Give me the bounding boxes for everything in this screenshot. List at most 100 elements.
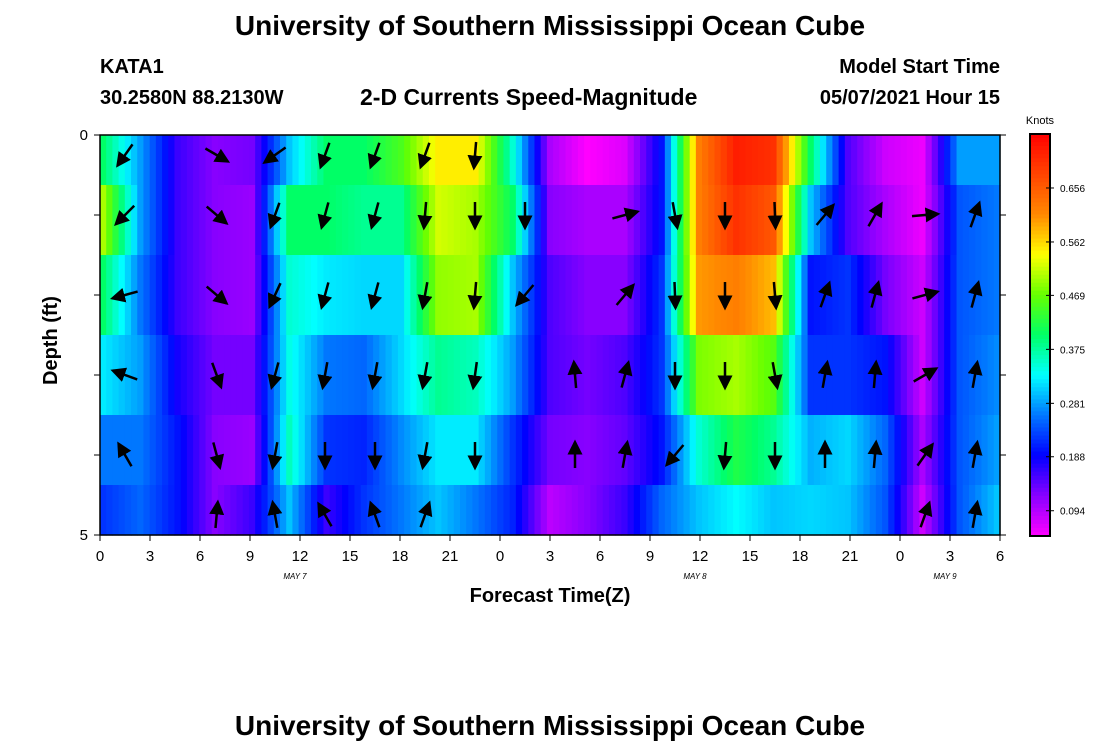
heatmap-cell bbox=[385, 135, 393, 186]
heatmap-cell bbox=[981, 335, 989, 416]
heatmap-cell bbox=[621, 135, 629, 186]
heatmap-cell bbox=[546, 255, 554, 336]
heatmap-cell bbox=[751, 485, 759, 536]
heatmap-cell bbox=[875, 135, 883, 186]
heatmap-cell bbox=[528, 185, 536, 256]
heatmap-cell bbox=[162, 255, 169, 336]
heatmap-cell bbox=[788, 485, 796, 536]
colorbar-swatch bbox=[1030, 427, 1050, 433]
current-vector-arrow bbox=[209, 499, 225, 529]
heatmap-cell bbox=[677, 335, 685, 416]
heatmap-cell bbox=[404, 135, 411, 186]
current-vector-arrow bbox=[612, 207, 641, 223]
heatmap-cell bbox=[248, 415, 256, 486]
current-vector-arrow bbox=[317, 142, 332, 170]
heatmap-cell bbox=[664, 135, 672, 186]
heatmap-cell bbox=[745, 255, 753, 336]
heatmap-cell bbox=[689, 485, 697, 536]
current-vector-arrow bbox=[667, 281, 683, 311]
heatmap-cell bbox=[348, 415, 356, 486]
heatmap-cell bbox=[348, 185, 356, 256]
heatmap-cell bbox=[590, 255, 598, 336]
heatmap-cell bbox=[826, 415, 834, 486]
heatmap-cell bbox=[987, 135, 995, 186]
heatmap-cell bbox=[286, 185, 294, 256]
heatmap-cell bbox=[354, 135, 362, 186]
heatmap-cell bbox=[571, 485, 579, 536]
heatmap-cell bbox=[112, 135, 120, 186]
heatmap-cell bbox=[745, 335, 753, 416]
heatmap-cell bbox=[348, 335, 356, 416]
colorbar-swatch bbox=[1030, 403, 1050, 408]
heatmap-cell bbox=[491, 255, 498, 336]
heatmap-cell bbox=[751, 335, 759, 416]
colorbar-swatch bbox=[1030, 246, 1050, 252]
current-vector-arrow bbox=[911, 207, 941, 223]
heatmap-cell bbox=[695, 415, 703, 486]
heatmap-cell bbox=[379, 485, 387, 536]
colorbar-swatch bbox=[1030, 226, 1050, 232]
colorbar-swatch bbox=[1030, 170, 1050, 175]
heatmap-cell bbox=[677, 415, 685, 486]
heatmap-cell bbox=[292, 185, 300, 256]
heatmap-cell bbox=[745, 135, 753, 186]
heatmap-cell bbox=[137, 335, 145, 416]
heatmap-cell bbox=[205, 255, 213, 336]
colorbar-swatch bbox=[1030, 451, 1050, 457]
heatmap-cell bbox=[236, 335, 244, 416]
heatmap-cell bbox=[683, 185, 691, 256]
heatmap-cell bbox=[757, 135, 765, 186]
x-tick-label: 9 bbox=[646, 548, 654, 565]
heatmap-cell bbox=[416, 415, 424, 486]
colorbar-swatch bbox=[1030, 162, 1050, 167]
heatmap-cell bbox=[404, 415, 411, 486]
colorbar-swatch bbox=[1030, 146, 1050, 151]
heatmap-cell bbox=[242, 485, 250, 536]
heatmap-cell bbox=[447, 135, 455, 186]
heatmap-cell bbox=[112, 335, 120, 416]
heatmap-cell bbox=[640, 135, 647, 186]
heatmap-cell bbox=[106, 135, 114, 186]
heatmap-cell bbox=[242, 415, 250, 486]
heatmap-cell bbox=[788, 415, 796, 486]
heatmap-cell bbox=[683, 255, 691, 336]
heatmap-cell bbox=[242, 135, 250, 186]
heatmap-cell bbox=[447, 415, 455, 486]
colorbar-swatch bbox=[1030, 423, 1050, 429]
heatmap-cell bbox=[410, 335, 418, 416]
heatmap-cell bbox=[410, 185, 418, 256]
heatmap-cell bbox=[962, 255, 970, 336]
colorbar-title: Knots bbox=[1026, 115, 1055, 127]
heatmap-cell bbox=[366, 415, 374, 486]
heatmap-cell bbox=[168, 335, 176, 416]
heatmap-cell bbox=[534, 185, 542, 256]
heatmap-cell bbox=[522, 335, 529, 416]
heatmap-cell bbox=[683, 335, 691, 416]
heatmap-cell bbox=[993, 255, 1001, 336]
heatmap-cell bbox=[906, 135, 914, 186]
heatmap-cell bbox=[335, 255, 343, 336]
heatmap-cell bbox=[807, 255, 815, 336]
x-tick-label: 12 bbox=[692, 548, 709, 565]
heatmap-cell bbox=[739, 335, 747, 416]
colorbar-swatch bbox=[1030, 222, 1050, 228]
heatmap-cell bbox=[795, 415, 802, 486]
heatmap-cell bbox=[577, 135, 585, 186]
heatmap-cell bbox=[627, 185, 635, 256]
heatmap-cell bbox=[298, 415, 306, 486]
heatmap-cell bbox=[540, 415, 548, 486]
heatmap-cell bbox=[677, 135, 685, 186]
heatmap-cell bbox=[652, 255, 660, 336]
colorbar-swatch bbox=[1030, 375, 1050, 380]
colorbar-swatch bbox=[1030, 202, 1050, 207]
heatmap-cell bbox=[888, 135, 896, 186]
heatmap-cell bbox=[273, 415, 281, 486]
heatmap-cell bbox=[919, 135, 927, 186]
heatmap-cell bbox=[100, 185, 107, 256]
heatmap-cell bbox=[162, 335, 169, 416]
heatmap-cell bbox=[224, 255, 231, 336]
model-start-value: 05/07/2021 Hour 15 bbox=[819, 87, 1000, 109]
heatmap-cell bbox=[708, 415, 716, 486]
heatmap-cell bbox=[559, 185, 567, 256]
heatmap-cell bbox=[751, 185, 759, 256]
